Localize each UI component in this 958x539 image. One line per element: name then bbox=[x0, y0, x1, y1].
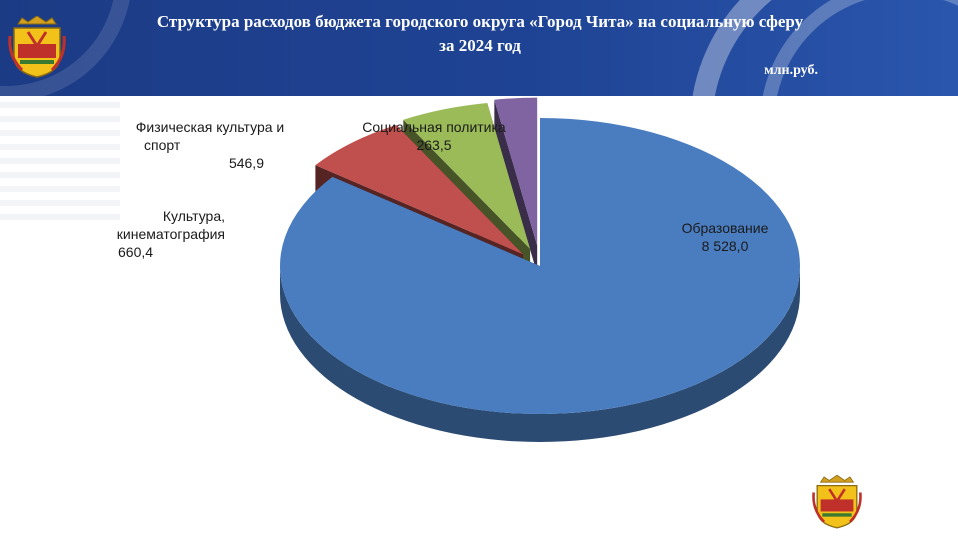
label-social-name: Социальная политика bbox=[362, 119, 506, 135]
city-emblem-icon bbox=[812, 474, 862, 529]
label-culture-name-1: Культура, bbox=[162, 208, 225, 224]
header-banner: Структура расходов бюджета городского ок… bbox=[0, 0, 958, 96]
label-education: Образование 8 528,0 bbox=[650, 219, 800, 255]
background-watermark bbox=[0, 100, 120, 220]
label-sport: Физическая культура и спорт 546,9 bbox=[110, 118, 310, 172]
slide-title: Структура расходов бюджета городского ок… bbox=[80, 10, 880, 58]
label-culture-value: 660,4 bbox=[118, 244, 154, 260]
label-education-value: 8 528,0 bbox=[701, 238, 749, 254]
unit-label: млн.руб. bbox=[764, 63, 818, 78]
label-education-name: Образование bbox=[681, 220, 769, 236]
label-social-value: 263,5 bbox=[416, 137, 452, 153]
title-line-2: за 2024 год bbox=[439, 36, 521, 55]
pie-chart bbox=[279, 97, 800, 442]
pie-slice-education bbox=[279, 118, 800, 442]
city-emblem-icon bbox=[8, 16, 66, 78]
pie-slice-social bbox=[494, 97, 538, 274]
label-sport-name-1: Физическая культура и bbox=[135, 119, 285, 135]
label-sport-value: 546,9 bbox=[228, 155, 264, 171]
label-social: Социальная политика 263,5 bbox=[344, 118, 524, 154]
title-line-1: Структура расходов бюджета городского ок… bbox=[156, 12, 804, 31]
label-sport-name-2: спорт bbox=[144, 137, 181, 153]
label-culture-name-2: кинематография bbox=[116, 226, 225, 242]
label-culture: Культура, кинематография 660,4 bbox=[80, 207, 225, 261]
